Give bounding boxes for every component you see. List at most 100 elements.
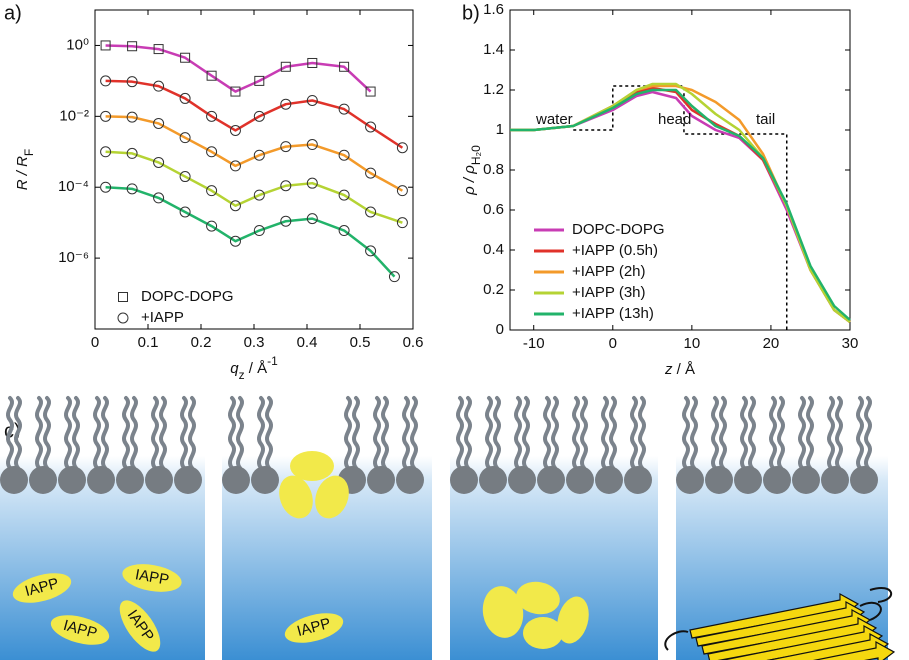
axis-label: ρ / ρH₂0 (461, 145, 483, 196)
annotation: water (535, 111, 573, 128)
y-tick-label: 1 (496, 121, 504, 138)
lipid-head (58, 466, 86, 494)
annotation: tail (756, 111, 775, 128)
lipid-head (595, 466, 623, 494)
axis-label-part: q (230, 360, 239, 377)
marker (365, 86, 376, 97)
lipid-tail (609, 396, 617, 470)
x-tick-label: 0 (91, 334, 99, 351)
marker (206, 70, 217, 81)
lipid-head (850, 466, 878, 494)
legend-label: DOPC-DOPG (141, 288, 234, 305)
lipid-tail (14, 396, 22, 470)
lipid-head (566, 466, 594, 494)
lipid-tail (864, 396, 872, 470)
legend-bg (526, 262, 676, 283)
lipid-tail (402, 396, 410, 470)
lipid-tail (228, 396, 236, 470)
lipid-tail (130, 396, 138, 470)
marker (127, 41, 138, 52)
lipid-head (676, 466, 704, 494)
axis-label-part: F (22, 149, 36, 156)
peptide (279, 475, 313, 519)
legend-label: +IAPP (3h) (572, 284, 646, 301)
y-tick-label: 10⁰ (66, 36, 89, 53)
marker (126, 76, 138, 88)
peptide (12, 573, 72, 603)
lipid-tail (464, 396, 472, 470)
marker (338, 189, 350, 201)
marker (338, 149, 350, 161)
y-tick-label: 1.4 (483, 41, 504, 58)
marker (339, 61, 350, 72)
lipid-tail (522, 396, 530, 470)
peptide (284, 613, 344, 643)
y-tick-label: 10⁻² (59, 107, 89, 124)
marker (280, 61, 291, 72)
marker (253, 149, 265, 161)
y-tick-label: 1.6 (483, 1, 504, 18)
lipid-tail (43, 396, 51, 470)
y-tick-label: 0.2 (483, 281, 504, 298)
legend-label: +IAPP (141, 309, 184, 326)
lipid-head (450, 466, 478, 494)
lipid-tail (72, 396, 80, 470)
series-line (105, 44, 372, 93)
series-line (105, 115, 404, 192)
lipid-head (821, 466, 849, 494)
legend-marker (117, 312, 129, 324)
marker (365, 121, 377, 133)
y-tick-label: 10⁻⁶ (58, 249, 89, 266)
marker (396, 217, 408, 229)
marker (230, 86, 241, 97)
legend-label: +IAPP (0.5h) (572, 242, 658, 259)
lipid-tail (572, 396, 580, 470)
lipid-tail (456, 396, 464, 470)
marker (153, 80, 165, 92)
lipid-tail (630, 396, 638, 470)
lipid-tail (352, 396, 360, 470)
axis-label-part: / Å (245, 360, 268, 377)
lipid-tail (769, 396, 777, 470)
marker (153, 192, 165, 204)
peptide (482, 586, 524, 638)
lipid-head (396, 466, 424, 494)
lipid-tail (856, 396, 864, 470)
marker (253, 110, 265, 122)
peptide (119, 600, 161, 652)
loop (664, 587, 893, 651)
lipid-tail (35, 396, 43, 470)
lipid-tail (188, 396, 196, 470)
marker (179, 206, 191, 218)
lipid-head (29, 466, 57, 494)
lipid-head (537, 466, 565, 494)
axis-label: R / RF (14, 149, 36, 191)
marker (306, 94, 318, 106)
lipid-tail (827, 396, 835, 470)
marker (365, 167, 377, 179)
lipid-tail (151, 396, 159, 470)
marker (206, 220, 218, 232)
x-tick-label: 10 (684, 335, 701, 352)
peptide (315, 475, 349, 519)
lipid-tail (257, 396, 265, 470)
x-tick-label: 0.5 (350, 334, 371, 351)
lipid-tail (122, 396, 130, 470)
marker (254, 75, 265, 86)
y-tick-label: 0 (496, 321, 504, 338)
marker (280, 98, 292, 110)
lipid-tail (265, 396, 273, 470)
marker (100, 181, 112, 193)
marker (280, 215, 292, 227)
peptide (516, 581, 560, 615)
marker (306, 177, 318, 189)
y-tick-label: 0.8 (483, 161, 504, 178)
lipid-head (0, 466, 28, 494)
lipid-tail (682, 396, 690, 470)
lipid-tail (344, 396, 352, 470)
series-line (105, 150, 403, 224)
marker (180, 52, 191, 63)
marker (206, 110, 218, 122)
axis-label-part: H₂0 (469, 145, 483, 165)
marker (100, 146, 112, 158)
